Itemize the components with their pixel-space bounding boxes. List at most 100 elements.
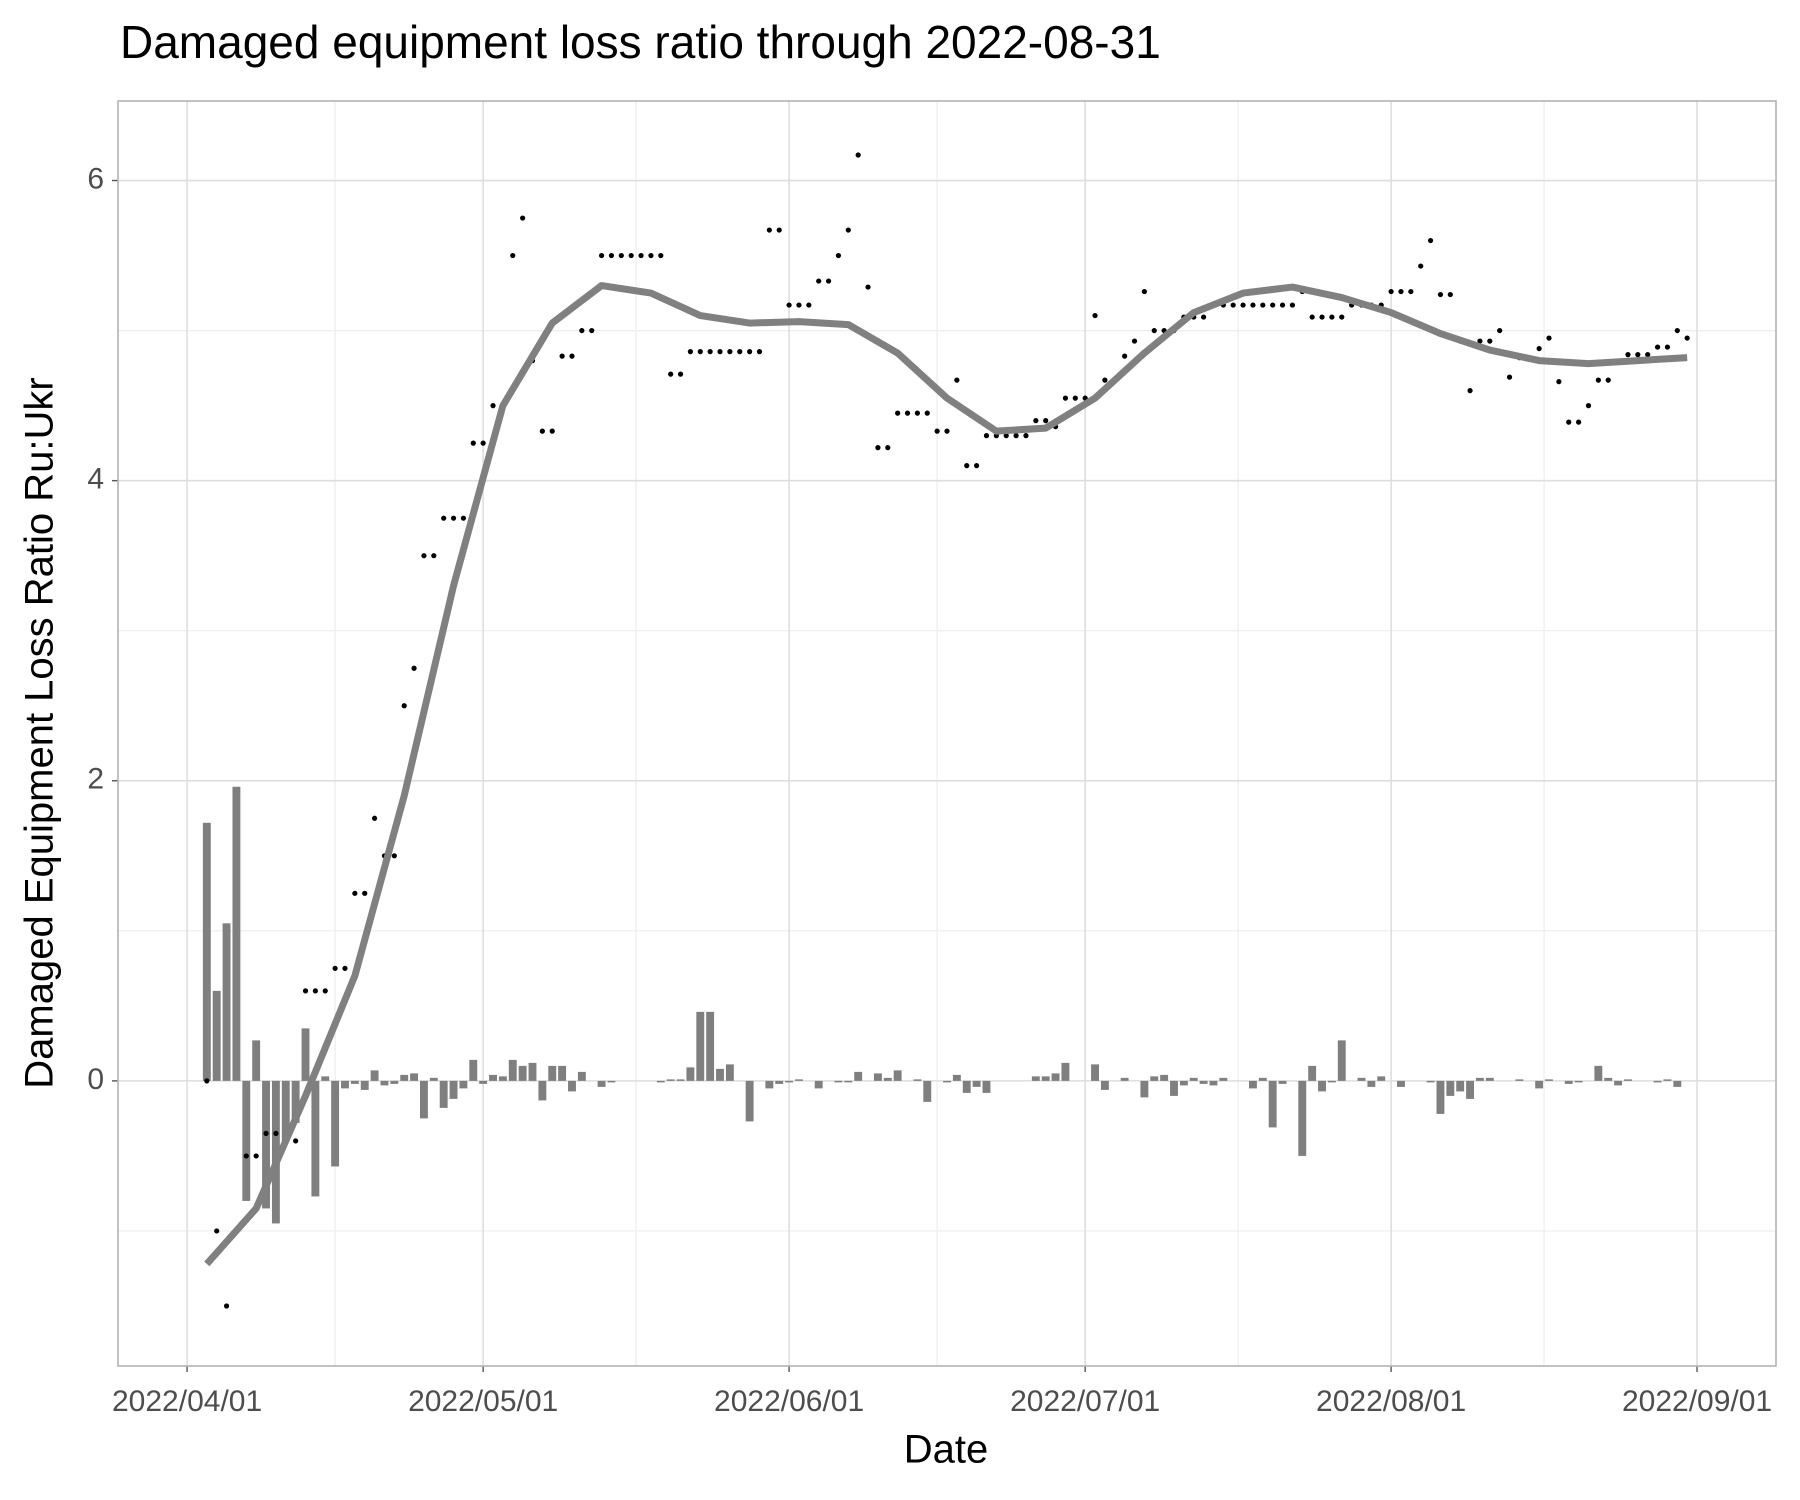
point: [697, 348, 703, 355]
point: [391, 853, 397, 859]
bar: [795, 1079, 803, 1081]
point: [1427, 237, 1434, 244]
point: [727, 348, 733, 355]
point: [677, 371, 684, 377]
point: [441, 515, 447, 521]
bar: [439, 1080, 448, 1108]
bar: [262, 1080, 270, 1209]
point: [362, 890, 368, 896]
bar: [706, 1011, 715, 1081]
bar: [1426, 1080, 1435, 1083]
point: [352, 890, 358, 896]
bar: [311, 1080, 320, 1197]
chart-title: Damaged equipment loss ratio through 202…: [120, 16, 1161, 68]
point: [628, 252, 634, 259]
bar: [725, 1064, 734, 1081]
point: [1289, 302, 1296, 308]
bar: [972, 1080, 981, 1087]
bar: [469, 1059, 478, 1081]
point: [569, 353, 575, 359]
bar: [893, 1070, 902, 1081]
bar: [1485, 1077, 1494, 1081]
bar: [597, 1080, 606, 1087]
point: [1585, 403, 1592, 409]
x-axis-label: Date: [904, 1428, 989, 1472]
bar: [341, 1080, 349, 1089]
point: [1250, 302, 1256, 308]
point: [302, 988, 309, 994]
bar: [656, 1080, 665, 1083]
bar: [1189, 1077, 1198, 1081]
x-tick-label: 2022/08/01: [1316, 1385, 1466, 1418]
point: [1339, 314, 1345, 320]
bar: [1170, 1080, 1178, 1096]
bar: [1436, 1080, 1445, 1114]
bar: [1535, 1080, 1544, 1089]
point: [1230, 302, 1236, 308]
point: [816, 278, 822, 284]
point: [1388, 288, 1394, 295]
y-tick-label: 0: [87, 1063, 104, 1096]
point: [1141, 288, 1147, 295]
bar: [568, 1080, 576, 1092]
bar: [676, 1079, 685, 1081]
bar: [952, 1074, 961, 1081]
point: [1654, 344, 1661, 350]
point: [312, 988, 318, 994]
bar: [1475, 1077, 1484, 1081]
point: [974, 463, 980, 469]
bar: [696, 1011, 705, 1081]
point: [1013, 433, 1019, 439]
point: [520, 215, 526, 221]
bar: [844, 1080, 853, 1083]
bar: [785, 1080, 794, 1083]
bar: [1377, 1076, 1386, 1081]
bar: [1574, 1080, 1583, 1083]
bar: [1653, 1080, 1662, 1083]
bar: [1594, 1065, 1603, 1081]
bar: [1091, 1064, 1099, 1081]
point: [865, 284, 871, 290]
point: [1487, 338, 1493, 344]
point: [608, 252, 615, 259]
bar: [1179, 1080, 1188, 1086]
point: [411, 665, 417, 671]
point: [579, 327, 585, 334]
point: [1477, 338, 1483, 344]
point: [1664, 344, 1671, 350]
point: [1605, 377, 1611, 383]
point: [1102, 377, 1108, 383]
point: [401, 703, 407, 709]
bar: [271, 1080, 280, 1224]
point: [924, 410, 930, 416]
bar: [370, 1070, 379, 1081]
point: [944, 428, 950, 434]
point: [539, 428, 545, 434]
bar: [1624, 1079, 1632, 1081]
x-tick-label: 2022/06/01: [714, 1385, 864, 1418]
bar: [538, 1080, 547, 1101]
point: [470, 440, 476, 446]
bar: [1268, 1080, 1277, 1128]
bar: [834, 1080, 843, 1083]
bar: [498, 1076, 507, 1081]
point: [776, 227, 782, 233]
x-tick-label: 2022/04/01: [112, 1385, 262, 1418]
point: [1536, 345, 1542, 352]
x-tick-label: 2022/09/01: [1622, 1385, 1772, 1418]
bar: [360, 1080, 369, 1090]
bar: [577, 1071, 586, 1081]
bar: [1604, 1077, 1613, 1081]
point: [559, 353, 565, 359]
point: [855, 152, 861, 158]
point: [293, 1138, 299, 1144]
bar: [1120, 1077, 1129, 1081]
point: [263, 1130, 269, 1137]
bar: [1446, 1080, 1455, 1096]
point: [835, 252, 842, 259]
point: [1408, 288, 1414, 295]
point: [983, 433, 990, 439]
point: [618, 252, 624, 259]
bar: [1397, 1080, 1405, 1087]
